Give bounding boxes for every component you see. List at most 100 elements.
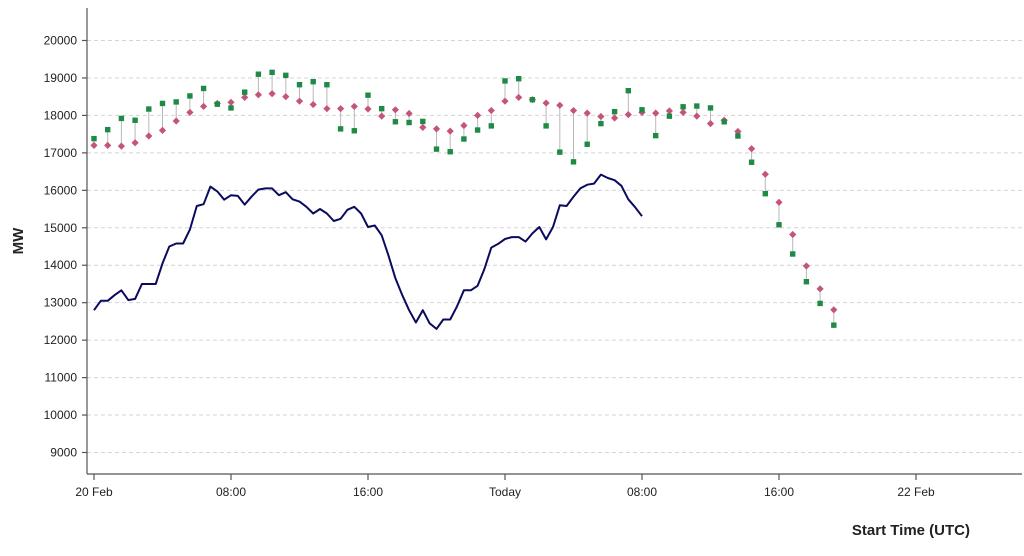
- forecast-a-point: [282, 93, 290, 101]
- x-tick-label: Today: [489, 485, 521, 499]
- forecast-b-point: [721, 119, 727, 125]
- forecast-b-point: [803, 279, 810, 285]
- y-tick-label: 11000: [45, 371, 78, 385]
- forecast-a-point: [487, 106, 495, 115]
- grid-lines: [87, 40, 1022, 453]
- forecast-b-point: [132, 117, 138, 123]
- forecast-a-point: [405, 109, 413, 118]
- y-tick-label: 13000: [44, 296, 78, 310]
- y-tick-label: 18000: [44, 108, 78, 122]
- forecast-b-point: [105, 126, 111, 133]
- forecast-b-point: [420, 118, 426, 125]
- forecast-a-point: [761, 170, 769, 178]
- forecast-a-point: [337, 105, 345, 113]
- forecast-a-point: [569, 106, 578, 115]
- forecast-a-point: [501, 97, 509, 105]
- forecast-b-point: [214, 101, 220, 107]
- forecast-a-point: [172, 117, 180, 125]
- forecast-a-point: [117, 142, 125, 150]
- forecast-b-point: [447, 149, 453, 155]
- forecast-a-point: [652, 109, 660, 117]
- forecast-b-point: [557, 149, 563, 155]
- forecast-b-point: [118, 115, 125, 122]
- forecast-b-point: [694, 103, 700, 109]
- axes: [82, 8, 1022, 480]
- y-tick-label: 19000: [44, 71, 78, 85]
- forecast-a-point: [542, 99, 550, 107]
- forecast-b-point: [392, 119, 399, 125]
- forecast-b-point: [351, 128, 357, 134]
- forecast-a-point: [706, 120, 715, 128]
- forecast-b-point: [639, 107, 645, 113]
- forecast-b-point: [91, 135, 97, 142]
- forecast-b-point: [337, 126, 344, 132]
- forecast-b-point: [516, 76, 522, 82]
- forecast-a-point: [583, 109, 591, 117]
- y-tick-label: 10000: [44, 408, 78, 422]
- forecast-b-point: [653, 132, 659, 139]
- x-tick-label: 08:00: [216, 485, 246, 499]
- forecast-a-point: [364, 105, 372, 113]
- forecast-b-point: [283, 72, 289, 79]
- y-tick-label: 14000: [44, 258, 78, 272]
- forecast-b-point: [242, 89, 248, 95]
- forecast-a-point: [597, 112, 605, 121]
- forecast-a-point: [104, 141, 112, 149]
- forecast-a-point: [323, 105, 331, 113]
- forecast-b-point: [474, 127, 481, 133]
- forecast-b-point: [762, 190, 768, 197]
- forecast-a-point: [391, 106, 399, 114]
- x-tick-label: 08:00: [627, 485, 657, 499]
- forecast-b-point: [584, 141, 590, 147]
- forecast-a-point: [665, 107, 673, 115]
- y-axis-title: MW: [10, 227, 27, 254]
- forecast-b-point: [365, 92, 371, 98]
- forecast-a-point: [419, 123, 427, 131]
- forecast-b-point: [611, 108, 618, 115]
- actual-line: [93, 173, 643, 330]
- forecast-a-point: [158, 126, 167, 134]
- forecast-b-point: [146, 106, 152, 112]
- forecast-a-point: [830, 306, 838, 314]
- y-tick-label: 15000: [44, 221, 78, 235]
- forecast-b-point: [269, 69, 275, 76]
- forecast-b-point: [406, 119, 412, 126]
- forecast-b-point: [666, 113, 673, 119]
- forecast-b-point: [831, 322, 837, 328]
- forecast-b-point: [680, 104, 686, 110]
- forecast-a-point: [309, 100, 317, 109]
- actual-series: [93, 173, 643, 330]
- forecast-a-point: [227, 98, 235, 106]
- forecast-b-point: [324, 81, 330, 88]
- forecast-a-point: [378, 112, 386, 120]
- forecast-b-point: [570, 159, 577, 165]
- forecast-a-point: [460, 121, 468, 130]
- forecast-b-point: [748, 159, 755, 165]
- forecast-a-point: [295, 97, 304, 105]
- forecast-a-point: [816, 285, 824, 293]
- forecast-a-point: [775, 198, 783, 206]
- forecast-a-point: [515, 93, 523, 102]
- forecast-b-point: [735, 133, 741, 139]
- x-tick-label: 16:00: [764, 485, 794, 499]
- forecast-b-point: [529, 96, 536, 103]
- forecast-a-point: [186, 108, 194, 117]
- forecast-b-point: [488, 123, 494, 129]
- forecast-b-point: [776, 222, 782, 228]
- forecast-b-point: [228, 105, 234, 111]
- forecast-markers: [90, 69, 838, 328]
- forecast-a-point: [474, 111, 482, 120]
- forecast-b-point: [817, 300, 823, 307]
- forecast-b-point: [310, 79, 316, 85]
- forecast-a-point: [802, 262, 810, 270]
- forecast-a-point: [131, 139, 139, 147]
- forecast-a-point: [679, 108, 687, 117]
- y-tick-label: 17000: [44, 146, 78, 160]
- forecast-a-point: [624, 111, 632, 119]
- x-axis-title: Start Time (UTC): [852, 522, 970, 539]
- x-tick-label: 16:00: [353, 485, 383, 499]
- forecast-b-point: [502, 78, 508, 84]
- forecast-b-point: [159, 100, 166, 107]
- y-tick-label: 9000: [50, 446, 77, 460]
